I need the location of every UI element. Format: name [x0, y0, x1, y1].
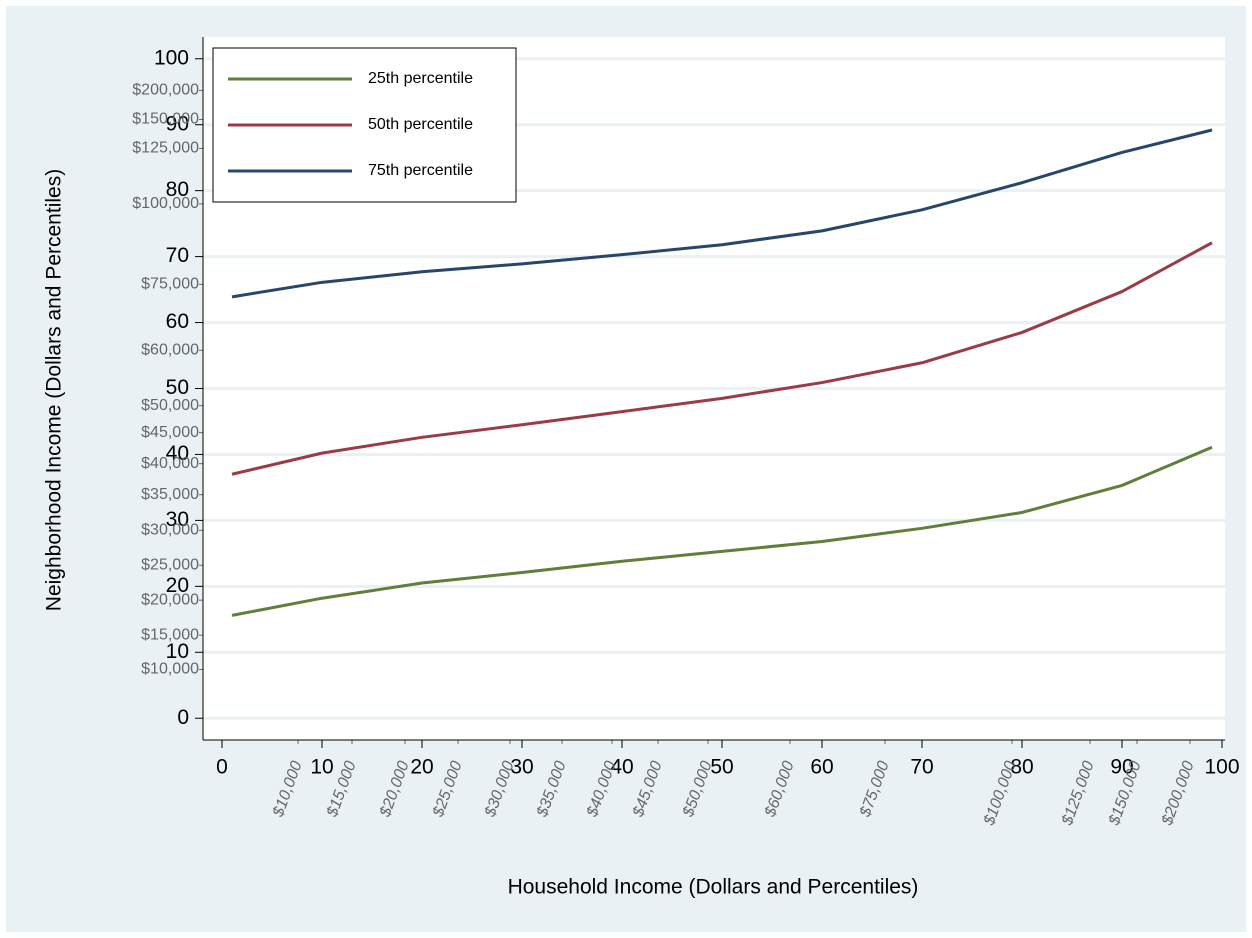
- x-tick-label: 80: [1010, 756, 1033, 779]
- y-tick-label: 10: [166, 640, 189, 663]
- x-axis-title: Household Income (Dollars and Percentile…: [508, 876, 919, 899]
- y-dollar-tick-label: $30,000: [141, 522, 199, 539]
- y-tick-label: 90: [166, 112, 189, 135]
- legend-label: 25th percentile: [368, 70, 473, 87]
- x-tick-label: 0: [216, 756, 228, 779]
- x-tick-label: 20: [410, 756, 433, 779]
- legend-label: 50th percentile: [368, 116, 473, 133]
- y-dollar-tick-label: $35,000: [141, 486, 199, 503]
- y-dollar-tick-label: $200,000: [132, 82, 199, 99]
- y-dollar-tick-label: $20,000: [141, 591, 199, 608]
- y-dollar-tick-label: $50,000: [141, 397, 199, 414]
- x-tick-label: 10: [310, 756, 333, 779]
- y-dollar-tick-label: $75,000: [141, 276, 199, 293]
- y-tick-label: 30: [166, 508, 189, 531]
- y-tick-label: 80: [166, 178, 189, 201]
- x-tick-label: 70: [910, 756, 933, 779]
- x-tick-label: 40: [610, 756, 633, 779]
- y-tick-label: 50: [166, 376, 189, 399]
- x-tick-label: 50: [710, 756, 733, 779]
- y-axis-title: Neighborhood Income (Dollars and Percent…: [43, 169, 66, 611]
- y-dollar-tick-label: $25,000: [141, 556, 199, 573]
- series-line: [231, 241, 1213, 476]
- x-tick-label: 30: [510, 756, 533, 779]
- x-tick-label: 90: [1110, 756, 1133, 779]
- y-dollar-tick-label: $100,000: [132, 195, 199, 212]
- series-line: [231, 445, 1213, 617]
- series-line: [231, 128, 1213, 299]
- y-dollar-tick-label: $150,000: [132, 111, 199, 128]
- legend-label: 75th percentile: [368, 162, 473, 179]
- y-dollar-tick-label: $10,000: [141, 661, 199, 678]
- y-dollar-tick-label: $15,000: [141, 626, 199, 643]
- y-dollar-tick-label: $40,000: [141, 455, 199, 472]
- y-tick-label: 70: [166, 244, 189, 267]
- y-tick-label: 60: [166, 310, 189, 333]
- y-tick-label: 0: [177, 706, 189, 729]
- y-tick-label: 40: [166, 442, 189, 465]
- y-dollar-tick-label: $60,000: [141, 341, 199, 358]
- x-tick-label: 60: [810, 756, 833, 779]
- y-dollar-tick-label: $125,000: [132, 140, 199, 157]
- y-tick-label: 20: [166, 574, 189, 597]
- y-dollar-tick-label: $45,000: [141, 424, 199, 441]
- x-tick-label: 100: [1204, 756, 1239, 779]
- y-tick-label: 100: [154, 46, 189, 69]
